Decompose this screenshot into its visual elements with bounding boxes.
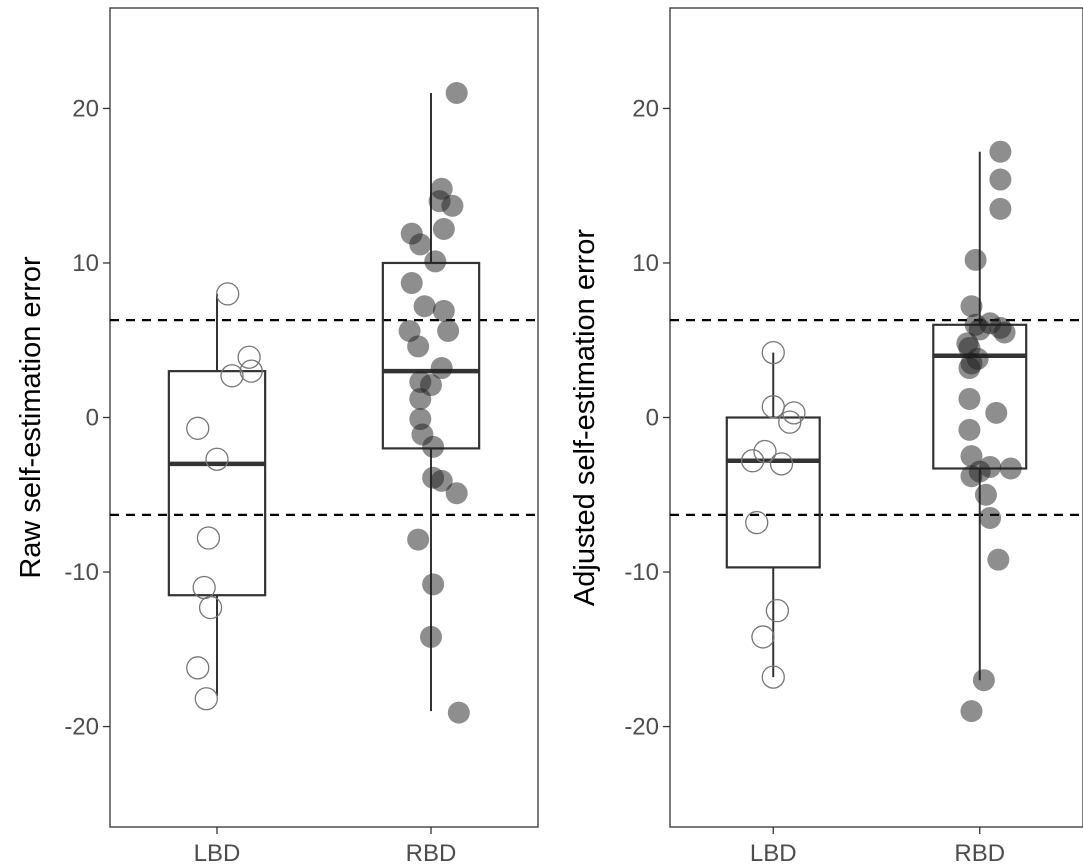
y-axis-title: Adjusted self-estimation error: [569, 229, 601, 606]
data-point-filled: [420, 625, 442, 648]
data-point-filled: [960, 295, 983, 318]
data-point-filled: [979, 506, 1002, 529]
data-point-filled: [985, 401, 1008, 424]
data-point-filled: [409, 233, 432, 256]
data-point-filled: [989, 140, 1012, 163]
data-point-filled: [447, 701, 470, 724]
data-point-filled: [989, 316, 1012, 339]
data-point-open: [196, 526, 221, 550]
data-point-filled: [958, 387, 981, 410]
data-point-filled: [407, 528, 430, 551]
box-lbd: [167, 370, 267, 597]
x-tick-label: LBD: [194, 840, 241, 867]
data-point-open: [186, 416, 210, 440]
y-tick-label: -10: [624, 559, 659, 586]
data-point-filled: [445, 81, 468, 104]
data-point-filled: [972, 669, 995, 692]
data-point-filled: [979, 455, 1002, 478]
y-tick-label: -10: [64, 559, 99, 586]
y-tick-label: 10: [632, 250, 659, 277]
data-point-open: [765, 599, 790, 623]
data-point-filled: [956, 332, 979, 355]
data-point-filled: [409, 387, 432, 410]
data-point-open: [216, 282, 240, 306]
data-point-open: [220, 364, 244, 388]
data-point-filled: [413, 295, 436, 318]
data-point-filled: [430, 469, 453, 492]
data-point-filled: [437, 319, 460, 342]
box-lbd: [725, 416, 821, 569]
data-point-filled: [432, 299, 455, 322]
data-point-open: [186, 656, 210, 680]
y-tick-label: 10: [72, 250, 99, 277]
data-point-filled: [989, 197, 1012, 220]
data-point-open: [239, 359, 263, 383]
data-point-filled: [430, 357, 453, 380]
y-tick-label: 20: [72, 95, 99, 122]
data-point-filled: [445, 482, 468, 505]
data-point-filled: [432, 217, 455, 240]
data-point-open: [745, 510, 769, 535]
data-point-open: [237, 345, 261, 369]
y-tick-label: 20: [632, 95, 659, 122]
data-point-filled: [441, 194, 464, 217]
data-point-open: [751, 625, 775, 649]
data-point-open: [761, 665, 785, 689]
x-tick-label: LBD: [750, 840, 797, 867]
panel-right: 20 10 0 -10 -20 LBD RBD Adjusted self-estimatio…: [569, 7, 1083, 867]
data-point-open: [194, 687, 218, 711]
data-point-filled: [960, 700, 983, 723]
data-point-filled: [422, 435, 445, 458]
plot-panel-border: [109, 7, 539, 828]
panel-left: 20 10 0 -10 -20 LBD RBD Raw self-estimation err…: [15, 7, 539, 867]
data-point-filled: [974, 483, 997, 506]
data-point-filled: [424, 250, 447, 273]
y-tick-label: -20: [64, 714, 99, 741]
data-point-filled: [422, 573, 445, 596]
y-tick-label: -20: [624, 714, 659, 741]
x-tick-label: RBD: [954, 840, 1005, 867]
data-point-filled: [960, 465, 983, 488]
data-point-open: [740, 449, 765, 473]
data-point-open: [761, 340, 785, 365]
data-point-open: [778, 410, 802, 434]
data-point-open: [205, 447, 229, 471]
data-point-filled: [964, 248, 987, 271]
data-point-filled: [987, 548, 1010, 571]
data-point-open: [769, 452, 794, 476]
data-point-filled: [989, 168, 1012, 191]
data-point-filled: [409, 370, 432, 393]
data-point-open: [782, 401, 806, 425]
data-point-filled: [958, 418, 981, 441]
data-point-filled: [407, 335, 430, 358]
data-point-filled: [999, 457, 1022, 480]
y-axis-title: Raw self-estimation error: [15, 256, 47, 579]
data-point-filled: [400, 272, 423, 295]
data-point-open: [198, 595, 223, 620]
y-tick-label: 0: [86, 405, 99, 432]
data-point-open: [753, 439, 777, 464]
data-point-filled: [966, 347, 989, 370]
x-tick-label: RBD: [406, 840, 457, 867]
y-tick-label: 0: [646, 405, 659, 432]
